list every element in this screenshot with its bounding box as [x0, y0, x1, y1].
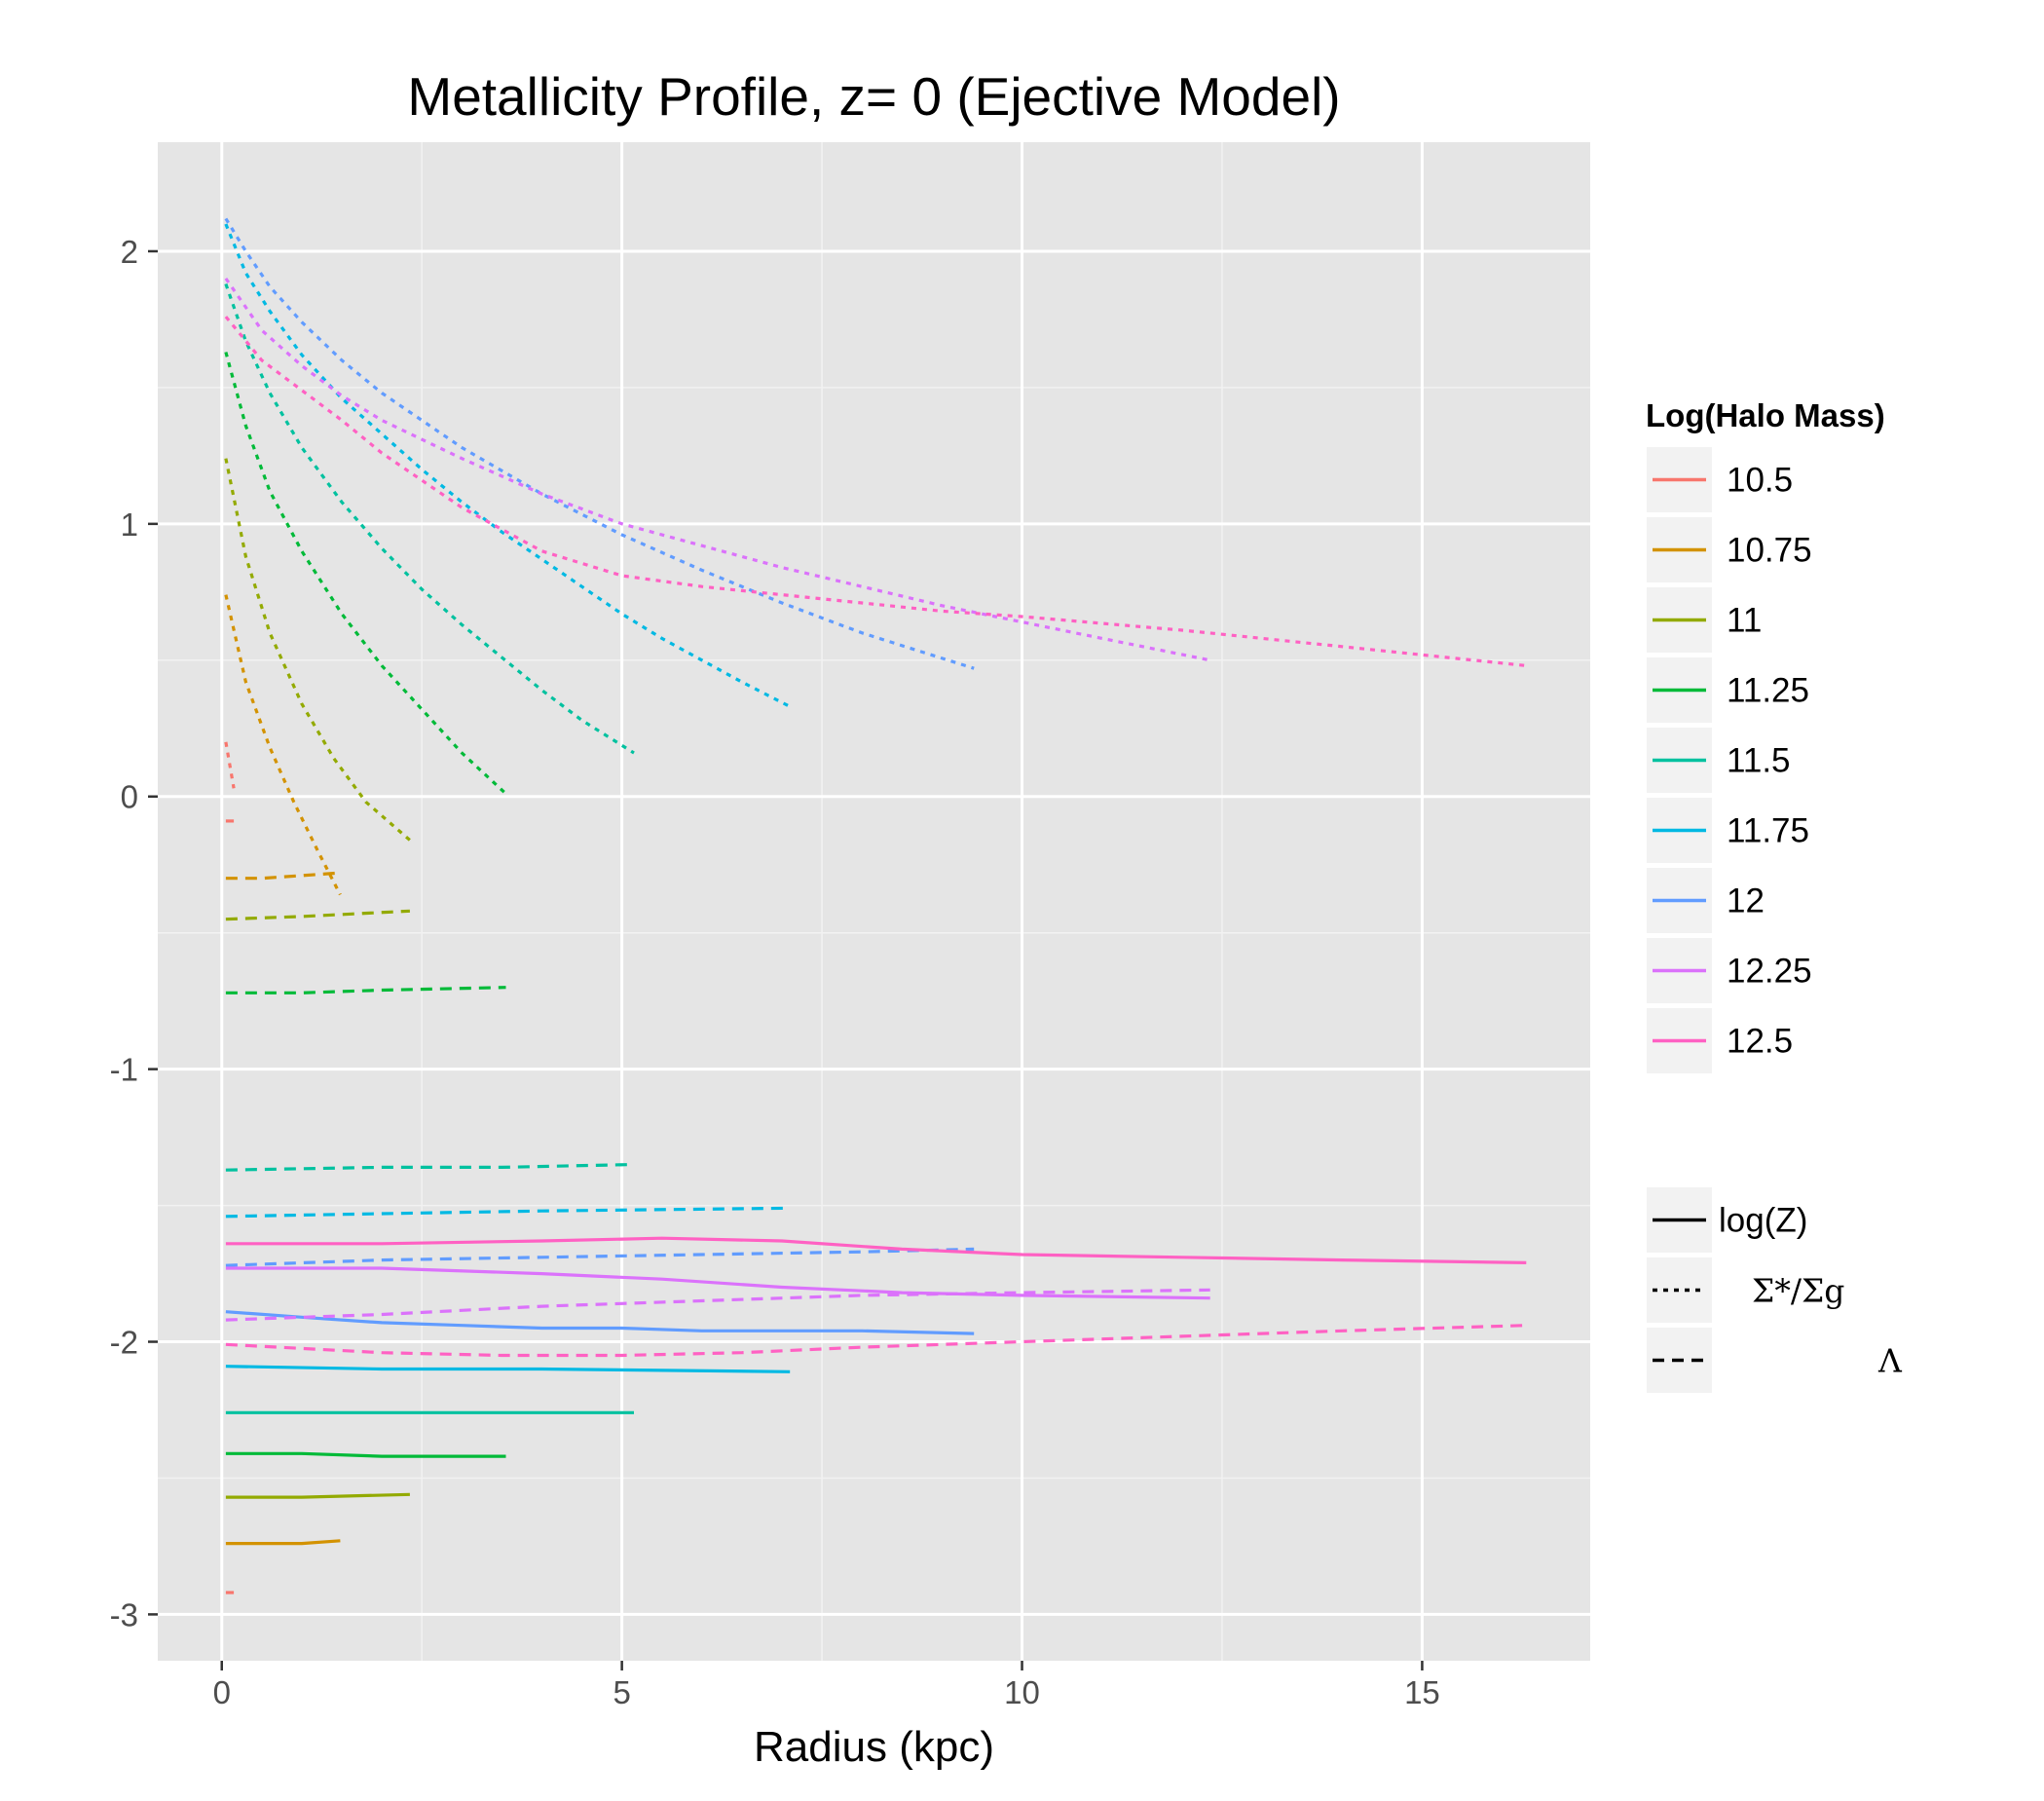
series-line-11_25-lambda: [225, 986, 506, 994]
series-line-12_5-lambda: [225, 1324, 1527, 1358]
legend-linetype-label: log(Z): [1719, 1202, 1807, 1240]
legend-color-label: 11.5: [1727, 742, 1791, 780]
legend-color-title: Log(Halo Mass): [1646, 397, 1885, 433]
series-line-11_75-lambda: [225, 1206, 787, 1219]
grid-minor: [158, 142, 1590, 1661]
series-line-11_25-logZ: [225, 1451, 506, 1458]
series-line-11-logZ: [225, 1492, 410, 1499]
series-line-10_5-ratio: [224, 741, 236, 789]
x-tick-label: 5: [613, 1674, 630, 1710]
series-line-11_75-ratio: [224, 223, 791, 708]
y-tick-label: 2: [121, 234, 138, 270]
legend-color-label: 10.5: [1727, 462, 1793, 500]
grid-major: [158, 142, 1590, 1661]
plot-panel: [158, 142, 1590, 1661]
series-line-10_75-logZ: [225, 1539, 341, 1546]
series-layer: [224, 217, 1527, 1595]
series-line-12-logZ: [225, 1310, 975, 1335]
legend-linetype-keys: log(Z) Σ*/Σg Λ: [1645, 1185, 1903, 1395]
x-tick-label: 10: [1004, 1674, 1040, 1710]
series-line-11_5-lambda: [225, 1163, 630, 1172]
series-line-12_25-ratio: [224, 277, 1211, 662]
series-line-12_5-logZ: [225, 1236, 1527, 1264]
legend-color-label: 10.75: [1727, 532, 1812, 570]
series-line-12_5-ratio: [224, 316, 1527, 667]
legend-color-label: 12.5: [1727, 1023, 1793, 1061]
series-line-12-lambda: [225, 1247, 975, 1267]
legend-color-keys: 10.5 10.75 11 11.25 11.5 11.75 12 12.25 12.5: [1645, 445, 1812, 1075]
series-line-10_75-ratio: [224, 594, 342, 896]
series-line-11-ratio: [224, 458, 411, 842]
x-axis-title: Radius (kpc): [754, 1723, 994, 1771]
series-line-11_75-logZ: [225, 1365, 791, 1373]
series-line-11_5-ratio: [224, 282, 635, 755]
series-line-11_25-ratio: [224, 352, 507, 796]
y-tick-label: -3: [110, 1596, 138, 1632]
legend-color-label: 12.25: [1727, 953, 1812, 991]
legend-linetype-label: Λ: [1877, 1342, 1903, 1380]
series-line-12-ratio: [224, 217, 975, 670]
legend-color-label: 11.25: [1727, 672, 1809, 710]
series-line-12_25-logZ: [225, 1266, 1210, 1300]
legend: Log(Halo Mass) 10.5 10.75 11 11.25 11.5 11.75…: [1645, 397, 1903, 1395]
legend-linetype-label: Σ*/Σg: [1752, 1272, 1844, 1310]
x-tick-label: 0: [213, 1674, 231, 1710]
axis-ticks: 0 5 10 15 -3 -2 -1 0 1 2: [110, 234, 1440, 1710]
series-line-12_25-lambda: [225, 1288, 1210, 1322]
legend-color-label: 11.75: [1727, 812, 1809, 850]
series-line-11-lambda: [225, 909, 410, 921]
y-tick-label: 1: [121, 507, 138, 543]
y-tick-label: 0: [121, 779, 138, 815]
y-tick-label: -2: [110, 1325, 138, 1361]
chart-title: Metallicity Profile, z= 0 (Ejective Mode…: [407, 66, 1340, 127]
y-tick-label: -1: [110, 1052, 138, 1088]
legend-color-label: 11: [1727, 602, 1762, 640]
x-tick-label: 15: [1404, 1674, 1440, 1710]
legend-color-label: 12: [1727, 882, 1765, 920]
